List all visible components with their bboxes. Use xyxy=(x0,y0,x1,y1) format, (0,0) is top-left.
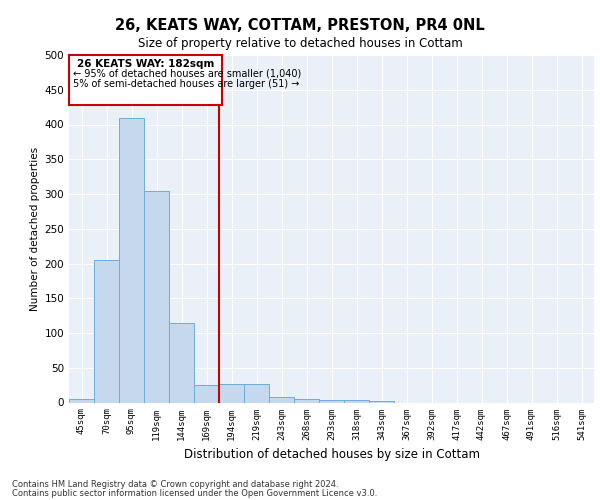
Bar xyxy=(344,400,369,402)
Text: ← 95% of detached houses are smaller (1,040): ← 95% of detached houses are smaller (1,… xyxy=(73,69,301,79)
Bar xyxy=(294,399,319,402)
Text: Contains HM Land Registry data © Crown copyright and database right 2024.: Contains HM Land Registry data © Crown c… xyxy=(12,480,338,489)
Bar xyxy=(119,118,144,403)
Bar xyxy=(94,260,119,402)
Bar xyxy=(369,401,394,402)
Bar xyxy=(144,190,169,402)
Text: Size of property relative to detached houses in Cottam: Size of property relative to detached ho… xyxy=(137,38,463,51)
Bar xyxy=(194,385,219,402)
Bar xyxy=(269,397,294,402)
Bar xyxy=(244,384,269,402)
Text: Contains public sector information licensed under the Open Government Licence v3: Contains public sector information licen… xyxy=(12,488,377,498)
Bar xyxy=(319,400,344,402)
FancyBboxPatch shape xyxy=(69,55,221,105)
Bar xyxy=(169,322,194,402)
Bar xyxy=(69,399,94,402)
Text: 26 KEATS WAY: 182sqm: 26 KEATS WAY: 182sqm xyxy=(77,59,214,69)
Text: 5% of semi-detached houses are larger (51) →: 5% of semi-detached houses are larger (5… xyxy=(73,78,299,88)
Text: 26, KEATS WAY, COTTAM, PRESTON, PR4 0NL: 26, KEATS WAY, COTTAM, PRESTON, PR4 0NL xyxy=(115,18,485,32)
Y-axis label: Number of detached properties: Number of detached properties xyxy=(30,146,40,311)
Bar xyxy=(219,384,244,402)
X-axis label: Distribution of detached houses by size in Cottam: Distribution of detached houses by size … xyxy=(184,448,479,461)
